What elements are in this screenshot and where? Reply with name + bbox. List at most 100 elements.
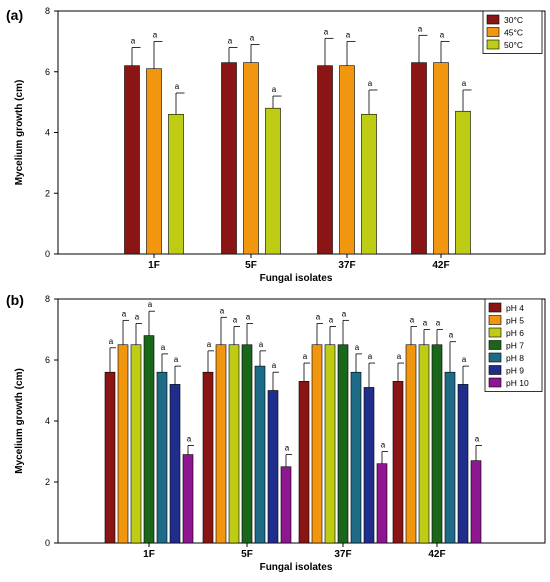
significance-label: a: [250, 33, 255, 42]
significance-label: a: [368, 79, 373, 88]
legend-swatch: [488, 377, 502, 388]
chart-panel-a: (a) 0 2 4 6 8 Mycelium growth (cm) Fungal isola…: [6, 6, 546, 284]
legend-swatch: [488, 340, 502, 350]
y-tick-label: 2: [45, 477, 50, 487]
legend-swatch: [488, 365, 502, 375]
significance-label: a: [220, 306, 225, 315]
significance-label: a: [148, 300, 153, 309]
panel-label: (a): [6, 7, 23, 23]
chart-panel-b: (b) 0 2 4 6 8 Mycelium growth (cm) Fungal isola…: [6, 292, 546, 573]
x-tick-label: 5F: [241, 549, 253, 560]
bar: [337, 344, 349, 544]
significance-label: a: [381, 441, 386, 450]
bar: [350, 371, 362, 544]
bar: [169, 384, 181, 544]
bar: [433, 62, 449, 255]
legend: 30°C 45°C 50°C: [482, 10, 543, 54]
legend-swatch: [488, 327, 502, 338]
significance-label: a: [316, 312, 321, 321]
significance-label: a: [436, 319, 441, 328]
significance-label: a: [131, 36, 136, 45]
significance-label: a: [355, 343, 360, 352]
x-tick-label: 37F: [334, 549, 351, 560]
x-axis-label: Fungal isolates: [260, 562, 333, 573]
bar: [339, 65, 355, 255]
significance-label: a: [122, 309, 127, 318]
bar: [254, 365, 266, 544]
significance-label: a: [246, 312, 251, 321]
bar: [431, 344, 443, 544]
bar: [267, 390, 279, 544]
legend-label: pH 5: [506, 316, 524, 326]
significance-label: a: [368, 352, 373, 361]
bar: [104, 371, 116, 544]
y-tick-label: 6: [45, 355, 50, 365]
legend-label: pH 10: [506, 378, 529, 388]
significance-label: a: [135, 312, 140, 321]
significance-label: a: [449, 331, 454, 340]
significance-label: a: [397, 352, 402, 361]
y-axis-label: Mycelium growth (cm): [14, 80, 25, 186]
bar: [124, 65, 140, 255]
bar: [146, 68, 162, 255]
x-tick-label: 5F: [245, 260, 257, 271]
x-tick-label: 42F: [432, 260, 449, 271]
significance-label: a: [174, 355, 179, 364]
bar: [361, 113, 377, 255]
bar: [405, 344, 417, 544]
bar: [265, 107, 281, 255]
significance-label: a: [153, 30, 158, 39]
bar: [317, 65, 333, 255]
significance-label: a: [462, 355, 467, 364]
legend-label: pH 7: [506, 341, 524, 351]
legend-swatch: [488, 352, 502, 363]
bar: [117, 344, 129, 544]
bar: [130, 344, 142, 544]
significance-label: a: [207, 340, 212, 349]
significance-label: a: [423, 319, 428, 328]
legend-label: 45°C: [504, 28, 523, 38]
significance-label: a: [346, 30, 351, 39]
legend-label: 50°C: [504, 40, 523, 50]
bar: [202, 371, 214, 544]
y-tick-label: 8: [45, 6, 50, 16]
legend-label: 30°C: [504, 15, 523, 25]
bar: [243, 62, 259, 255]
significance-label: a: [272, 85, 277, 94]
bar: [470, 460, 482, 544]
significance-label: a: [303, 352, 308, 361]
bar: [455, 110, 471, 255]
bar: [411, 62, 427, 255]
legend-swatch: [488, 302, 502, 313]
y-tick-label: 8: [45, 294, 50, 304]
bar: [228, 344, 240, 544]
legend-swatch: [488, 315, 502, 325]
y-tick-label: 6: [45, 67, 50, 77]
bar: [156, 371, 168, 544]
significance-label: a: [418, 24, 423, 33]
significance-label: a: [272, 361, 277, 370]
legend-label: pH 4: [506, 303, 524, 313]
significance-label: a: [410, 315, 415, 324]
bar: [215, 344, 227, 544]
panel-label: (b): [6, 292, 24, 308]
y-tick-label: 0: [45, 249, 50, 259]
bar: [457, 384, 469, 544]
significance-label: a: [187, 434, 192, 443]
x-tick-label: 1F: [148, 260, 160, 271]
significance-label: a: [324, 27, 329, 36]
legend-swatch: [486, 27, 500, 37]
y-tick-label: 4: [45, 416, 50, 426]
significance-label: a: [259, 340, 264, 349]
bar: [392, 381, 404, 544]
bar: [324, 344, 336, 544]
bar: [418, 344, 430, 544]
legend: pH 4 pH 5 pH 6 pH 7 pH 8 pH 9 pH 10: [484, 298, 543, 392]
significance-label: a: [228, 36, 233, 45]
significance-label: a: [440, 30, 445, 39]
significance-label: a: [342, 309, 347, 318]
x-axis-label: Fungal isolates: [260, 273, 333, 284]
bar: [241, 344, 253, 544]
y-tick-label: 0: [45, 538, 50, 548]
bar: [221, 62, 237, 255]
